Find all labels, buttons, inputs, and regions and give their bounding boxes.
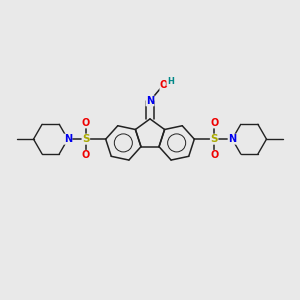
Text: N: N xyxy=(146,96,154,106)
Text: S: S xyxy=(82,134,90,144)
Text: S: S xyxy=(210,134,218,144)
Text: O: O xyxy=(82,118,90,128)
Text: O: O xyxy=(210,150,218,161)
Text: N: N xyxy=(228,134,236,144)
Text: N: N xyxy=(64,134,72,144)
Text: O: O xyxy=(160,80,168,91)
Text: O: O xyxy=(210,118,218,128)
Text: H: H xyxy=(167,77,174,86)
Text: O: O xyxy=(82,150,90,161)
